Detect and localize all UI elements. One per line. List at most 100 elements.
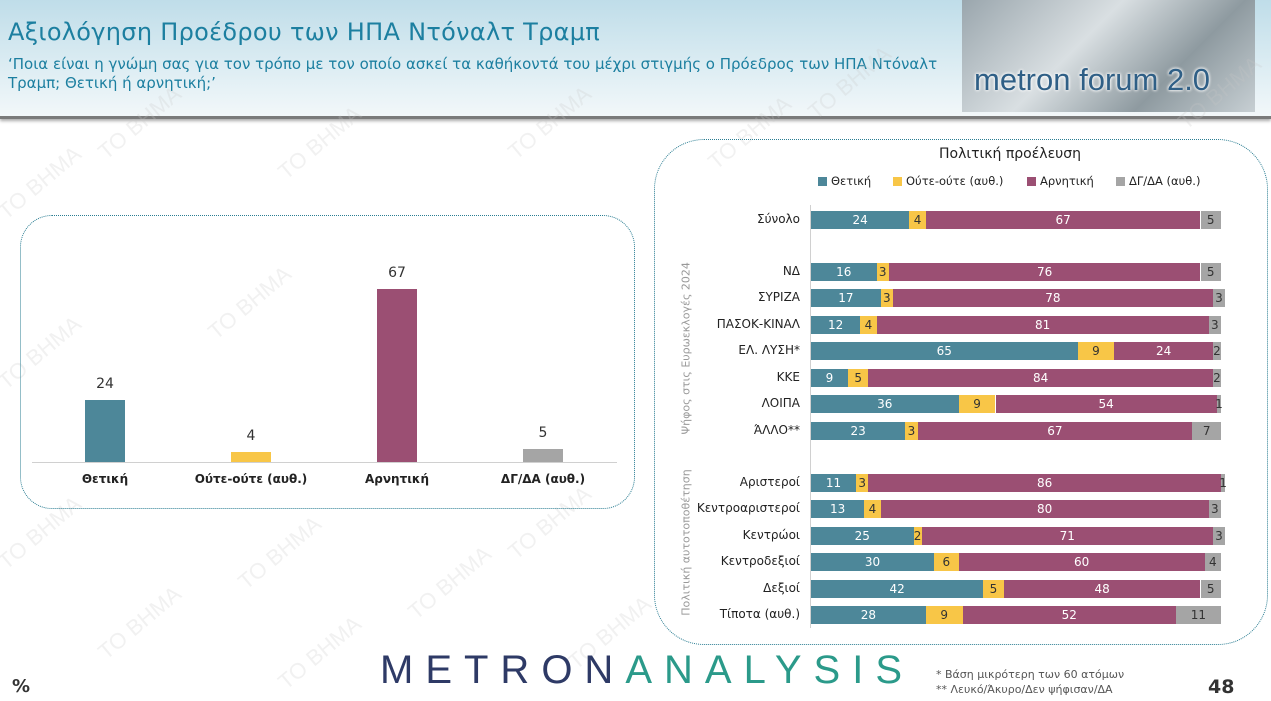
bar-segment: 9: [1077, 342, 1115, 360]
header: Αξιολόγηση Προέδρου των ΗΠΑ Ντόναλτ Τραμ…: [0, 0, 1271, 119]
question-text: ‘Ποια είναι η γνώμη σας για τον τρόπο με…: [8, 55, 938, 92]
bar-segment: 71: [921, 527, 1213, 545]
bar-segment: 3: [880, 289, 893, 307]
bar-segment: 5: [1200, 580, 1221, 598]
bar-segment: 30: [811, 553, 934, 571]
bar-segment: 1: [1215, 395, 1223, 413]
segment-value: 84: [1032, 371, 1049, 385]
page-title: Αξιολόγηση Προέδρου των ΗΠΑ Ντόναλτ Τραμ…: [8, 18, 601, 46]
legend-item: ΔΓ/ΔΑ (αυθ.): [1116, 174, 1200, 188]
bar-segment: 81: [876, 316, 1209, 334]
segment-value: 24: [852, 213, 868, 227]
axis-line: [810, 205, 811, 628]
bar-segment: 5: [1200, 211, 1221, 229]
bar-segment: 4: [860, 316, 877, 334]
segment-value: 28: [860, 608, 877, 622]
bar-segment: 52: [962, 606, 1176, 624]
segment-value: 30: [864, 555, 881, 569]
segment-value: 17: [838, 291, 854, 305]
bar-segment: 23: [811, 422, 906, 440]
segment-value: 9: [940, 608, 949, 622]
segment-value: 71: [1059, 529, 1075, 543]
segment-value: 3: [907, 424, 916, 438]
bar-segment: 67: [917, 422, 1193, 440]
legend-label: Αρνητική: [1040, 174, 1094, 188]
segment-value: 78: [1045, 291, 1061, 305]
segment-value: 1: [1215, 397, 1223, 411]
bar-segment: 5: [1200, 263, 1221, 281]
bar-0: [85, 400, 125, 462]
bar-segment: 12: [811, 316, 861, 334]
segment-value: 2: [913, 529, 922, 543]
segment-value: 3: [1215, 529, 1223, 543]
bar-segment: 17: [811, 289, 881, 307]
category-label: Αρνητική: [365, 472, 429, 486]
bar-segment: 9: [958, 395, 996, 413]
bar-segment: 78: [893, 289, 1213, 307]
watermark-text: TO BHMA: [273, 610, 366, 695]
segment-value: 5: [1206, 582, 1215, 596]
bar-segment: 3: [1212, 289, 1226, 307]
data-label: 67: [388, 265, 406, 282]
segment-value: 36: [877, 397, 893, 411]
segment-value: 12: [827, 318, 844, 332]
row-label: ΠΑΣΟΚ-ΚΙΝΑΛ: [716, 317, 800, 331]
segment-value: 23: [850, 424, 866, 438]
segment-value: 3: [1211, 318, 1219, 332]
bar-segment: 3: [1208, 500, 1221, 518]
row-label: ΚΚΕ: [776, 370, 800, 384]
bar-segment: 2: [1212, 342, 1221, 360]
segment-value: 9: [973, 397, 981, 411]
footnote-2: ** Λευκό/Άκυρο/Δεν ψήφισαν/ΔΑ: [936, 683, 1113, 696]
bar-segment: 28: [811, 606, 926, 624]
legend-label: Θετική: [831, 174, 872, 188]
bar-segment: 7: [1192, 422, 1221, 440]
bar-segment: 5: [847, 369, 869, 387]
legend-swatch: [1027, 176, 1036, 186]
segment-value: 80: [1037, 502, 1053, 516]
bar-segment: 9: [811, 369, 848, 387]
segment-value: 67: [1055, 213, 1071, 227]
legend-item: Θετική: [818, 174, 871, 188]
bar-segment: 11: [811, 474, 857, 492]
bar-segment: 4: [864, 500, 881, 518]
bar-segment: 24: [1114, 342, 1213, 360]
segment-value: 16: [836, 265, 852, 279]
segment-value: 4: [864, 318, 873, 332]
bar-segment: 4: [1204, 553, 1221, 571]
watermark-text: TO BHMA: [93, 580, 186, 665]
segment-value: 76: [1037, 265, 1053, 279]
legend-item: Αρνητική: [1027, 174, 1094, 188]
segment-value: 4: [913, 213, 922, 227]
row-label: Δεξιοί: [763, 581, 800, 595]
bar-3: [523, 449, 563, 462]
legend-label: Ούτε-ούτε (αυθ.): [906, 174, 1004, 188]
footnote-1: * Βάση μικρότερη των 60 ατόμων: [936, 668, 1125, 681]
bar-segment: 6: [934, 553, 959, 571]
bar-segment: 54: [995, 395, 1217, 413]
legend-label: ΔΓ/ΔΑ (αυθ.): [1129, 174, 1201, 188]
metron-analysis-logo: METRONANALYSIS: [380, 648, 914, 693]
segment-value: 3: [858, 476, 867, 490]
data-label: 5: [538, 425, 548, 442]
bar-segment: 36: [811, 395, 959, 413]
data-label: 24: [96, 376, 114, 393]
row-label: Σύνολο: [756, 212, 800, 226]
segment-value: 3: [878, 265, 887, 279]
bar-segment: 9: [925, 606, 963, 624]
category-label: Θετική: [81, 472, 129, 486]
segment-value: 3: [1211, 502, 1219, 516]
segment-value: 5: [854, 371, 862, 385]
row-label: ΆΛΛΟ**: [753, 423, 800, 437]
row-label: ΣΥΡΙΖΑ: [757, 290, 800, 304]
segment-value: 67: [1047, 424, 1063, 438]
bar-segment: 5: [983, 580, 1004, 598]
watermark-text: TO BHMA: [233, 510, 326, 595]
bar-segment: 3: [876, 263, 889, 281]
segment-value: 42: [889, 582, 905, 596]
brand-analysis: ANALYSIS: [625, 648, 915, 692]
segment-value: 25: [854, 529, 870, 543]
watermark-text: TO BHMA: [403, 540, 496, 625]
breakdown-chart-title: Πολιτική προέλευση: [938, 146, 1081, 162]
bar-segment: 3: [1208, 316, 1221, 334]
